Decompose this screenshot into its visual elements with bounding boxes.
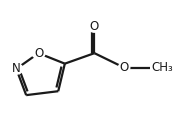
Text: O: O xyxy=(90,20,99,33)
Ellipse shape xyxy=(32,48,45,58)
Ellipse shape xyxy=(118,63,130,72)
Text: N: N xyxy=(12,62,21,75)
Ellipse shape xyxy=(10,64,23,74)
Ellipse shape xyxy=(88,22,101,32)
Text: O: O xyxy=(34,47,43,60)
Text: O: O xyxy=(119,61,129,74)
Text: CH₃: CH₃ xyxy=(151,61,173,74)
